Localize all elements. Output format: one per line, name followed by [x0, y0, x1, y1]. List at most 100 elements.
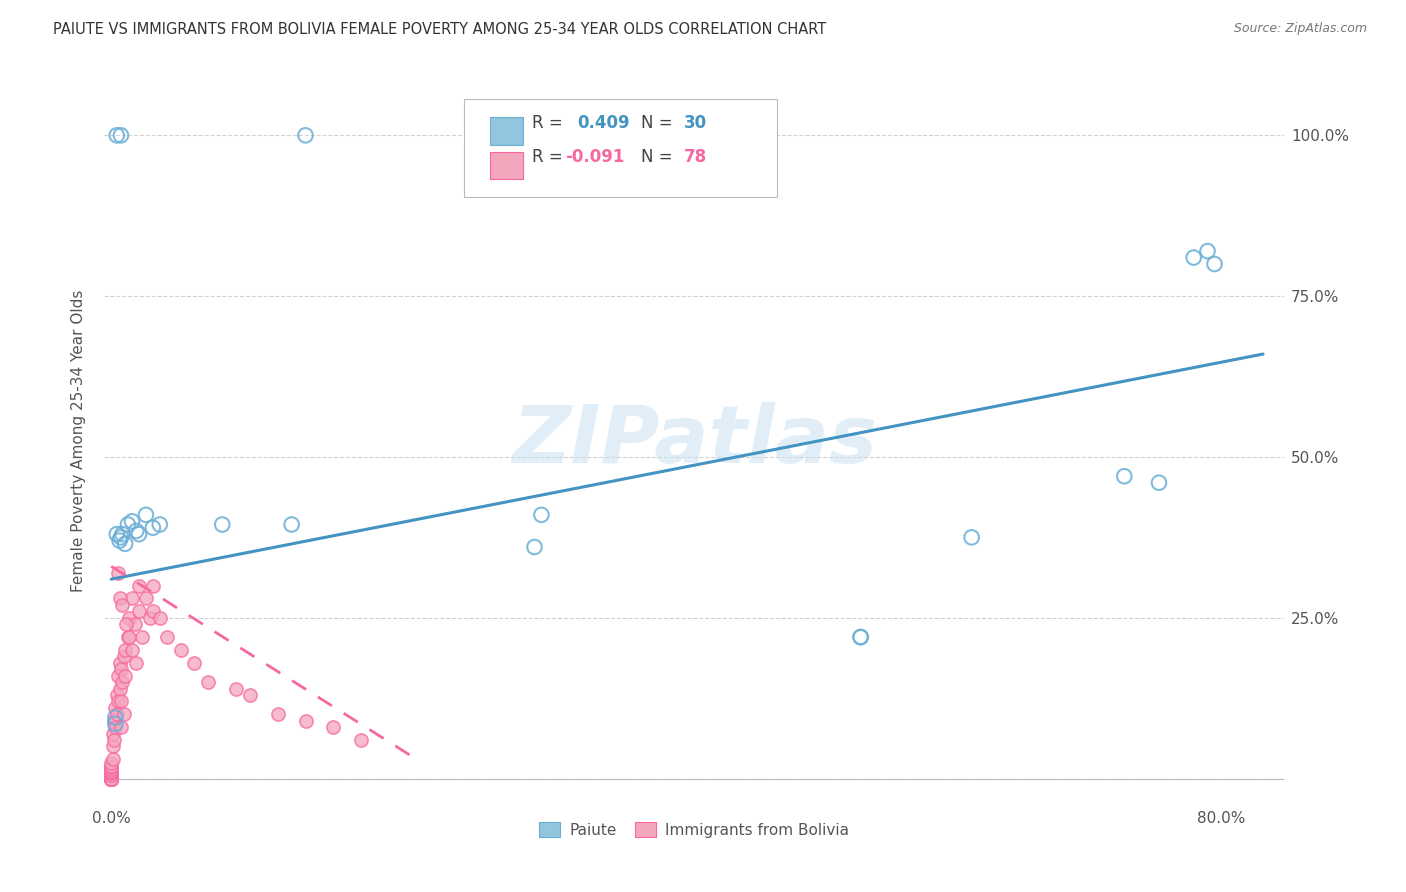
- Point: [294, 128, 316, 143]
- Text: N =: N =: [641, 114, 678, 132]
- Text: 78: 78: [683, 148, 707, 167]
- Text: 0.409: 0.409: [578, 114, 630, 132]
- Point: [114, 668, 136, 682]
- Point: [849, 630, 872, 644]
- Point: [1147, 475, 1170, 490]
- Point: [100, 772, 122, 786]
- Point: [110, 694, 132, 708]
- Point: [110, 662, 132, 676]
- Point: [100, 772, 122, 786]
- Point: [110, 720, 132, 734]
- Point: [100, 772, 122, 786]
- Text: 30: 30: [683, 114, 707, 132]
- Point: [1204, 257, 1226, 271]
- Y-axis label: Female Poverty Among 25-34 Year Olds: Female Poverty Among 25-34 Year Olds: [72, 290, 86, 592]
- Point: [111, 675, 134, 690]
- Point: [100, 768, 122, 782]
- Point: [107, 668, 129, 682]
- Point: [108, 656, 131, 670]
- Point: [156, 630, 179, 644]
- Point: [100, 772, 122, 786]
- Point: [100, 772, 122, 786]
- Point: [104, 701, 127, 715]
- Point: [125, 656, 148, 670]
- Point: [149, 611, 172, 625]
- Point: [100, 772, 122, 786]
- Point: [294, 714, 316, 728]
- Point: [149, 517, 172, 532]
- Point: [139, 611, 162, 625]
- Point: [280, 517, 302, 532]
- Point: [112, 649, 135, 664]
- Point: [115, 617, 138, 632]
- Point: [101, 739, 124, 754]
- Text: ZIPatlas: ZIPatlas: [512, 402, 876, 480]
- Point: [101, 726, 124, 740]
- Point: [110, 530, 132, 544]
- Point: [100, 772, 122, 786]
- Point: [100, 772, 122, 786]
- Point: [1182, 251, 1205, 265]
- Point: [121, 591, 143, 606]
- Text: -0.091: -0.091: [565, 148, 624, 167]
- Point: [100, 772, 122, 786]
- Point: [100, 764, 122, 778]
- Text: R =: R =: [533, 148, 568, 167]
- Point: [118, 630, 141, 644]
- Point: [183, 656, 205, 670]
- Point: [118, 611, 141, 625]
- Point: [117, 630, 139, 644]
- Text: R =: R =: [533, 114, 568, 132]
- Point: [112, 707, 135, 722]
- FancyBboxPatch shape: [491, 152, 523, 179]
- Point: [108, 533, 131, 548]
- Text: PAIUTE VS IMMIGRANTS FROM BOLIVIA FEMALE POVERTY AMONG 25-34 YEAR OLDS CORRELATI: PAIUTE VS IMMIGRANTS FROM BOLIVIA FEMALE…: [53, 22, 827, 37]
- Point: [101, 752, 124, 766]
- Point: [100, 772, 122, 786]
- Point: [225, 681, 247, 696]
- Point: [121, 514, 143, 528]
- Point: [108, 681, 131, 696]
- Point: [100, 772, 122, 786]
- Point: [117, 517, 139, 532]
- Point: [107, 566, 129, 580]
- Text: N =: N =: [641, 148, 678, 167]
- Point: [100, 772, 122, 786]
- Point: [100, 772, 122, 786]
- Point: [104, 717, 127, 731]
- Point: [110, 128, 132, 143]
- Point: [100, 766, 122, 780]
- Point: [103, 714, 125, 728]
- Point: [211, 517, 233, 532]
- Point: [100, 758, 122, 772]
- Point: [100, 772, 122, 786]
- Point: [104, 710, 127, 724]
- Point: [128, 527, 150, 541]
- Point: [239, 688, 262, 702]
- Point: [100, 762, 122, 776]
- Point: [128, 579, 150, 593]
- Point: [100, 772, 122, 786]
- Point: [121, 643, 143, 657]
- Point: [849, 630, 872, 644]
- Point: [100, 772, 122, 786]
- Point: [350, 733, 373, 747]
- Point: [142, 604, 165, 618]
- Point: [100, 772, 122, 786]
- Point: [131, 630, 153, 644]
- Point: [197, 675, 219, 690]
- Point: [142, 579, 165, 593]
- Point: [107, 694, 129, 708]
- Point: [104, 720, 127, 734]
- Legend: Paiute, Immigrants from Bolivia: Paiute, Immigrants from Bolivia: [533, 816, 856, 844]
- Point: [100, 772, 122, 786]
- Point: [105, 128, 128, 143]
- Point: [267, 707, 290, 722]
- Point: [105, 527, 128, 541]
- Point: [100, 760, 122, 774]
- Point: [103, 733, 125, 747]
- Point: [135, 508, 157, 522]
- Point: [142, 521, 165, 535]
- Point: [100, 756, 122, 770]
- Point: [114, 537, 136, 551]
